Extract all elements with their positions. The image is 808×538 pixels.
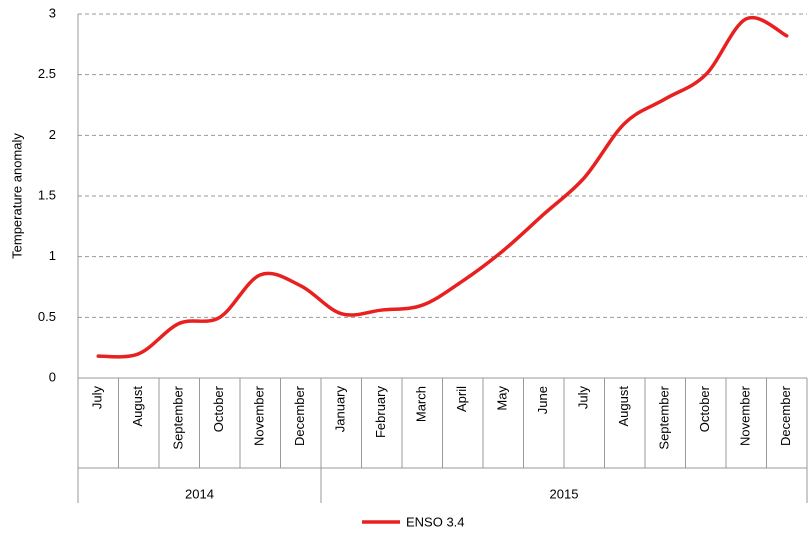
x-tick-label: September [171,385,186,449]
x-tick-label: October [697,385,712,432]
x-tick-label: September [657,385,672,449]
x-tick-label: August [616,386,631,427]
x-tick-label: February [373,386,388,439]
y-tick-label: 1.5 [38,187,56,202]
x-tick-label: May [495,386,510,411]
x-tick-label: July [90,386,105,410]
x-tick-label: January [333,386,348,433]
y-tick-label: 2.5 [38,66,56,81]
x-tick-label: March [414,386,429,422]
x-tick-label: December [292,385,307,446]
series-line [96,15,789,359]
y-tick-label: 3 [49,5,56,20]
x-tick-label: December [778,385,793,446]
y-tick-label: 0 [49,369,56,384]
x-tick-label: August [130,386,145,427]
legend-label: ENSO 3.4 [406,514,465,529]
y-axis-label: Temperature anomaly [9,133,24,259]
y-tick-label: 2 [49,127,56,142]
x-tick-label: June [535,386,550,414]
y-tick-label: 0.5 [38,309,56,324]
x-tick-label: April [454,386,469,412]
x-tick-label: November [738,385,753,446]
group-label: 2014 [185,486,214,501]
y-tick-label: 1 [49,248,56,263]
x-tick-label: October [211,385,226,432]
x-tick-label: July [576,386,591,410]
x-tick-label: November [252,385,267,446]
group-label: 2015 [550,486,579,501]
